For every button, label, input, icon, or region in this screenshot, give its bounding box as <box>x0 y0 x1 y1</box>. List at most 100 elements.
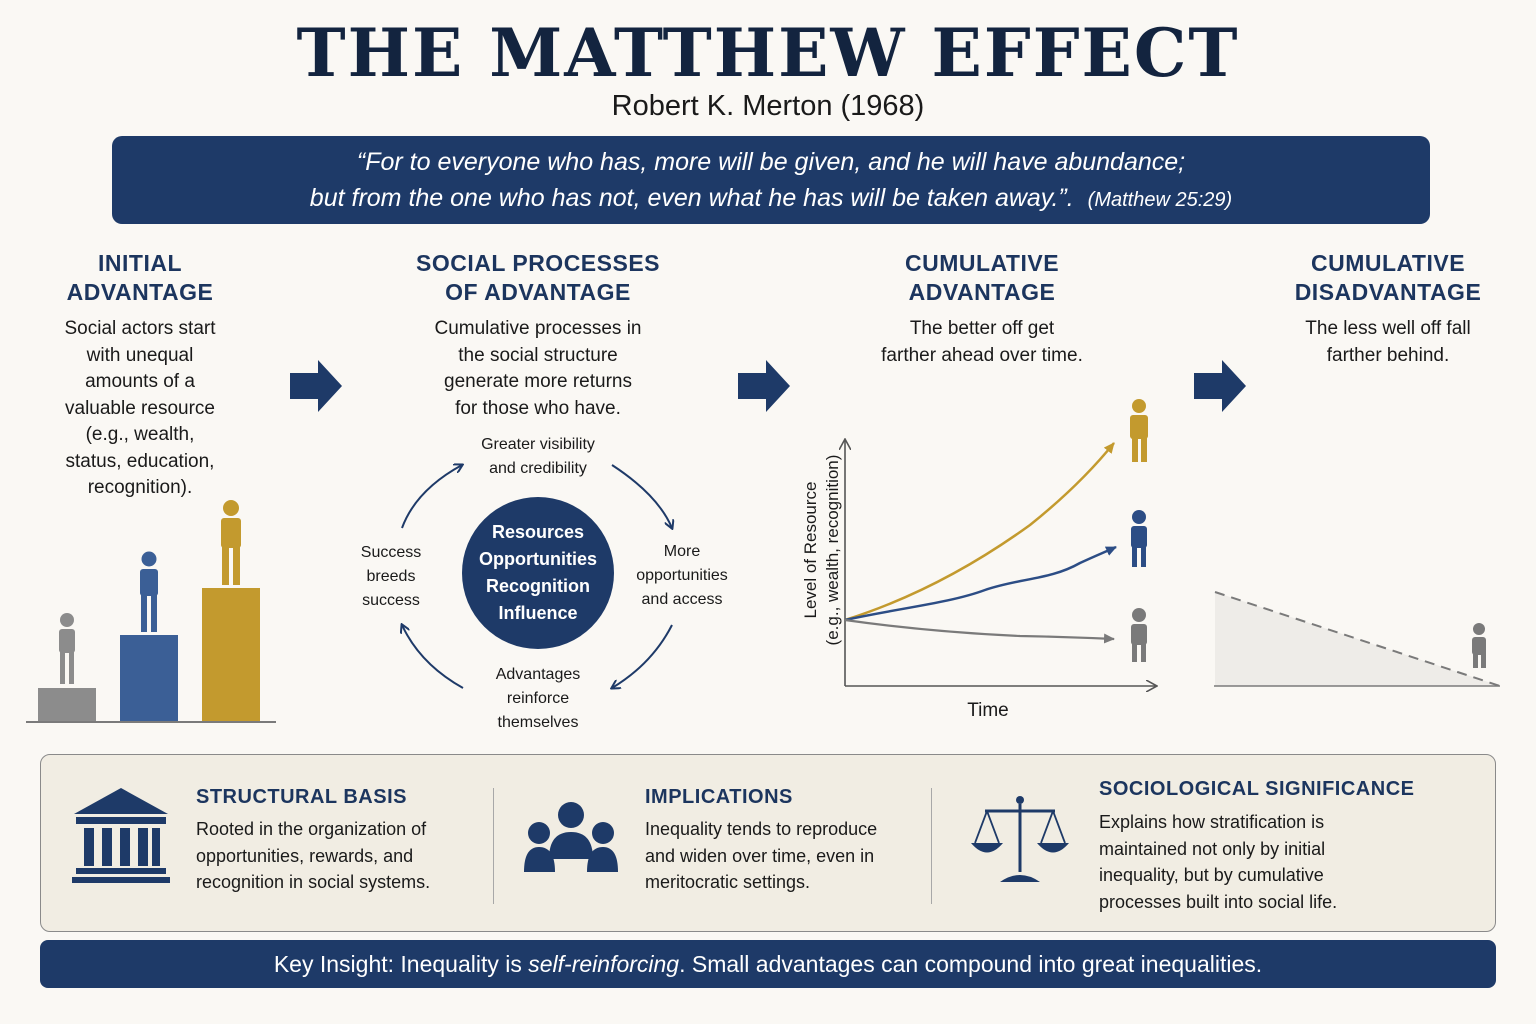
text-line: with unequal <box>86 344 194 366</box>
person-gray-icon <box>1131 608 1147 662</box>
text-line: recognition). <box>87 477 193 498</box>
text-line: farther ahead over time. <box>881 344 1083 366</box>
text-line: Inequality tends to reproduce <box>645 819 878 839</box>
text-line: and widen over time, even in <box>645 845 875 866</box>
panel-divider <box>493 788 494 904</box>
person-gray-icon <box>59 613 75 684</box>
sociological-significance-text: Explains how stratification is maintaine… <box>1099 809 1399 915</box>
middle-curve <box>844 545 1117 622</box>
heading-line: CUMULATIVE <box>1310 250 1466 276</box>
heading-line: ADVANTAGE <box>908 279 1056 305</box>
implications-text: Inequality tends to reproduce and widen … <box>645 816 925 896</box>
podium-bar-mid <box>120 635 178 722</box>
text-line: The better off get <box>909 318 1055 339</box>
text-line: opportunities, rewards, and <box>196 845 414 866</box>
structural-basis-heading: STRUCTURAL BASIS <box>196 786 407 808</box>
cycle-label-right: More opportunities and access <box>618 540 746 612</box>
person-blue-icon <box>140 551 158 632</box>
quote-banner: “For to everyone who has, more will be g… <box>112 136 1430 224</box>
hub-line: Resources <box>491 522 585 542</box>
insight-prefix: Key Insight: Inequality is <box>273 951 529 977</box>
structural-basis-text: Rooted in the organization of opportunit… <box>196 816 486 896</box>
page-title: THE MATTHEW EFFECT <box>296 14 1240 92</box>
text-line: meritocratic settings. <box>645 872 811 892</box>
person-gray-icon <box>1472 623 1486 668</box>
cycle-arrow-bottom-left <box>402 625 464 689</box>
cycle-label-left: Success breeds success <box>346 541 436 613</box>
cumulative-advantage-heading: CUMULATIVE ADVANTAGE <box>862 249 1102 307</box>
label-line: success <box>362 592 420 609</box>
initial-advantage-heading: INITIAL ADVANTAGE <box>40 249 240 307</box>
hub-line: Opportunities <box>479 549 597 569</box>
cycle-label-bottom: Advantages reinforce themselves <box>458 663 618 735</box>
label-line: Advantages <box>495 666 581 683</box>
heading-line: SOCIAL PROCESSES <box>415 250 661 276</box>
bottom-panel <box>40 754 1496 932</box>
cycle-arrow-top-left <box>401 465 462 529</box>
cumulative-advantage-text: The better off get farther ahead over ti… <box>842 316 1122 369</box>
cycle-hub <box>462 497 614 649</box>
arrow-right-icon <box>738 360 790 412</box>
advantaged-curve <box>844 442 1115 622</box>
panel-divider <box>931 788 932 904</box>
text-line: the social structure <box>458 344 618 366</box>
quote-line-2-text: but from the one who has not, even what … <box>309 184 1074 212</box>
label-line: breeds <box>366 568 416 585</box>
sociological-significance-heading: SOCIOLOGICAL SIGNIFICANCE <box>1099 778 1415 800</box>
podium-bar-high <box>202 588 260 722</box>
person-gold-icon <box>1130 399 1148 462</box>
arrow-right-icon <box>1194 360 1246 412</box>
key-insight-bar: Key Insight: Inequality is self-reinforc… <box>40 940 1496 988</box>
hub-line: Influence <box>498 603 578 623</box>
disadvantaged-curve <box>844 618 1115 644</box>
group-icon <box>524 802 618 872</box>
scales-icon <box>971 796 1069 882</box>
text-line: Social actors start <box>64 318 216 339</box>
insight-suffix: . Small advantages can compound into gre… <box>679 951 1263 977</box>
text-line: amounts of a <box>85 371 195 392</box>
cycle-arrow-bottom-right <box>612 624 673 688</box>
text-line: status, education, <box>65 450 215 472</box>
heading-line: DISADVANTAGE <box>1294 279 1482 305</box>
person-blue-icon <box>1131 510 1147 567</box>
text-line: Explains how stratification is <box>1099 812 1325 832</box>
text-line: processes built into social life. <box>1099 891 1338 912</box>
heading-line: ADVANTAGE <box>66 279 214 305</box>
x-axis-label: Time <box>967 700 1009 721</box>
text-line: Cumulative processes in <box>434 318 642 339</box>
text-line: recognition in social systems. <box>196 872 431 892</box>
text-line: for those who have. <box>455 397 621 419</box>
cycle-hub-text: Resources Opportunities Recognition Infl… <box>462 519 614 627</box>
cycle-arrow-top-right <box>611 464 672 528</box>
social-processes-text: Cumulative processes in the social struc… <box>398 316 678 422</box>
text-line: (e.g., wealth, <box>85 424 195 445</box>
arrow-right-icon <box>290 360 342 412</box>
insight-emphasis: self-reinforcing <box>528 951 680 977</box>
text-line: maintained not only by initial <box>1099 838 1326 859</box>
text-line: generate more returns <box>444 371 632 392</box>
heading-line: INITIAL <box>98 250 182 276</box>
podium-bar-low <box>38 688 96 722</box>
text-line: inequality, but by cumulative <box>1099 865 1324 885</box>
implications-heading: IMPLICATIONS <box>645 786 793 808</box>
quote-reference: (Matthew 25:29) <box>1087 189 1233 211</box>
initial-advantage-text: Social actors start with unequal amounts… <box>20 316 260 502</box>
label-line: themselves <box>497 714 579 731</box>
text-line: farther behind. <box>1326 344 1450 366</box>
quote-line-2: but from the one who has not, even what … <box>112 180 1430 218</box>
label-line: Success <box>360 544 422 561</box>
cycle-label-top: Greater visibility and credibility <box>448 433 628 481</box>
label-line: reinforce <box>506 690 570 707</box>
label-line: and credibility <box>489 460 587 477</box>
hub-line: Recognition <box>486 576 590 596</box>
cumulative-disadvantage-text: The less well off fall farther behind. <box>1258 316 1518 369</box>
text-line: valuable resource <box>65 397 215 419</box>
heading-line: OF ADVANTAGE <box>445 279 631 305</box>
cumulative-disadvantage-heading: CUMULATIVE DISADVANTAGE <box>1258 249 1518 307</box>
